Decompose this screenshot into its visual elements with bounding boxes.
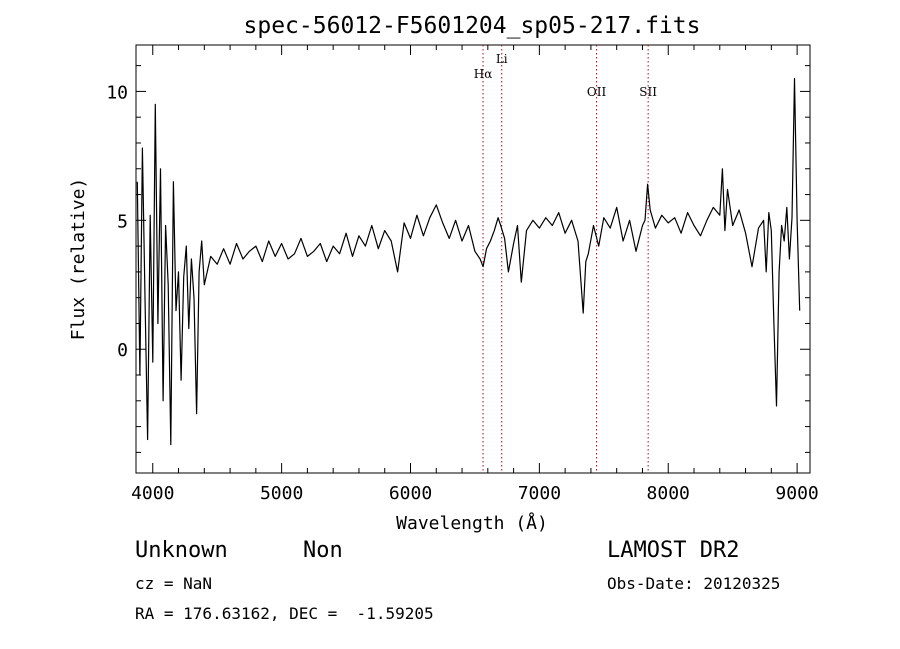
chart-title: spec-56012-F5601204_sp05-217.fits [244, 13, 701, 39]
x-axis-label: Wavelength (Å) [396, 512, 548, 534]
coordinates: RA = 176.63162, DEC = -1.59205 [135, 604, 434, 623]
x-tick-label: 7000 [518, 483, 561, 504]
object-subclass: Non [303, 538, 343, 563]
object-class: Unknown [135, 538, 228, 563]
line-marker-label: SII [639, 85, 657, 99]
line-marker-label: Hα [474, 67, 493, 81]
redshift-cz: cz = NaN [135, 574, 213, 593]
y-axis-label: Flux (relative) [68, 178, 89, 341]
plot-frame [135, 44, 811, 474]
x-tick-label: 9000 [775, 483, 818, 504]
y-tick-label: 10 [106, 82, 128, 103]
spectrum-chart: spec-56012-F5601204_sp05-217.fits 4000 50… [68, 13, 819, 534]
y-tick-label: 0 [117, 340, 128, 361]
y-tick-label: 5 [117, 211, 128, 232]
x-tick-label: 6000 [389, 483, 432, 504]
spectrum-series-1 [136, 77, 801, 446]
x-tick-label: 5000 [260, 483, 303, 504]
x-tick-label: 8000 [647, 483, 690, 504]
observation-date: Obs-Date: 20120325 [607, 574, 781, 593]
survey-name: LAMOST DR2 [607, 538, 740, 563]
line-marker-label: OII [587, 85, 607, 99]
x-tick-label: 4000 [131, 483, 174, 504]
line-marker-label: Li [496, 52, 508, 66]
